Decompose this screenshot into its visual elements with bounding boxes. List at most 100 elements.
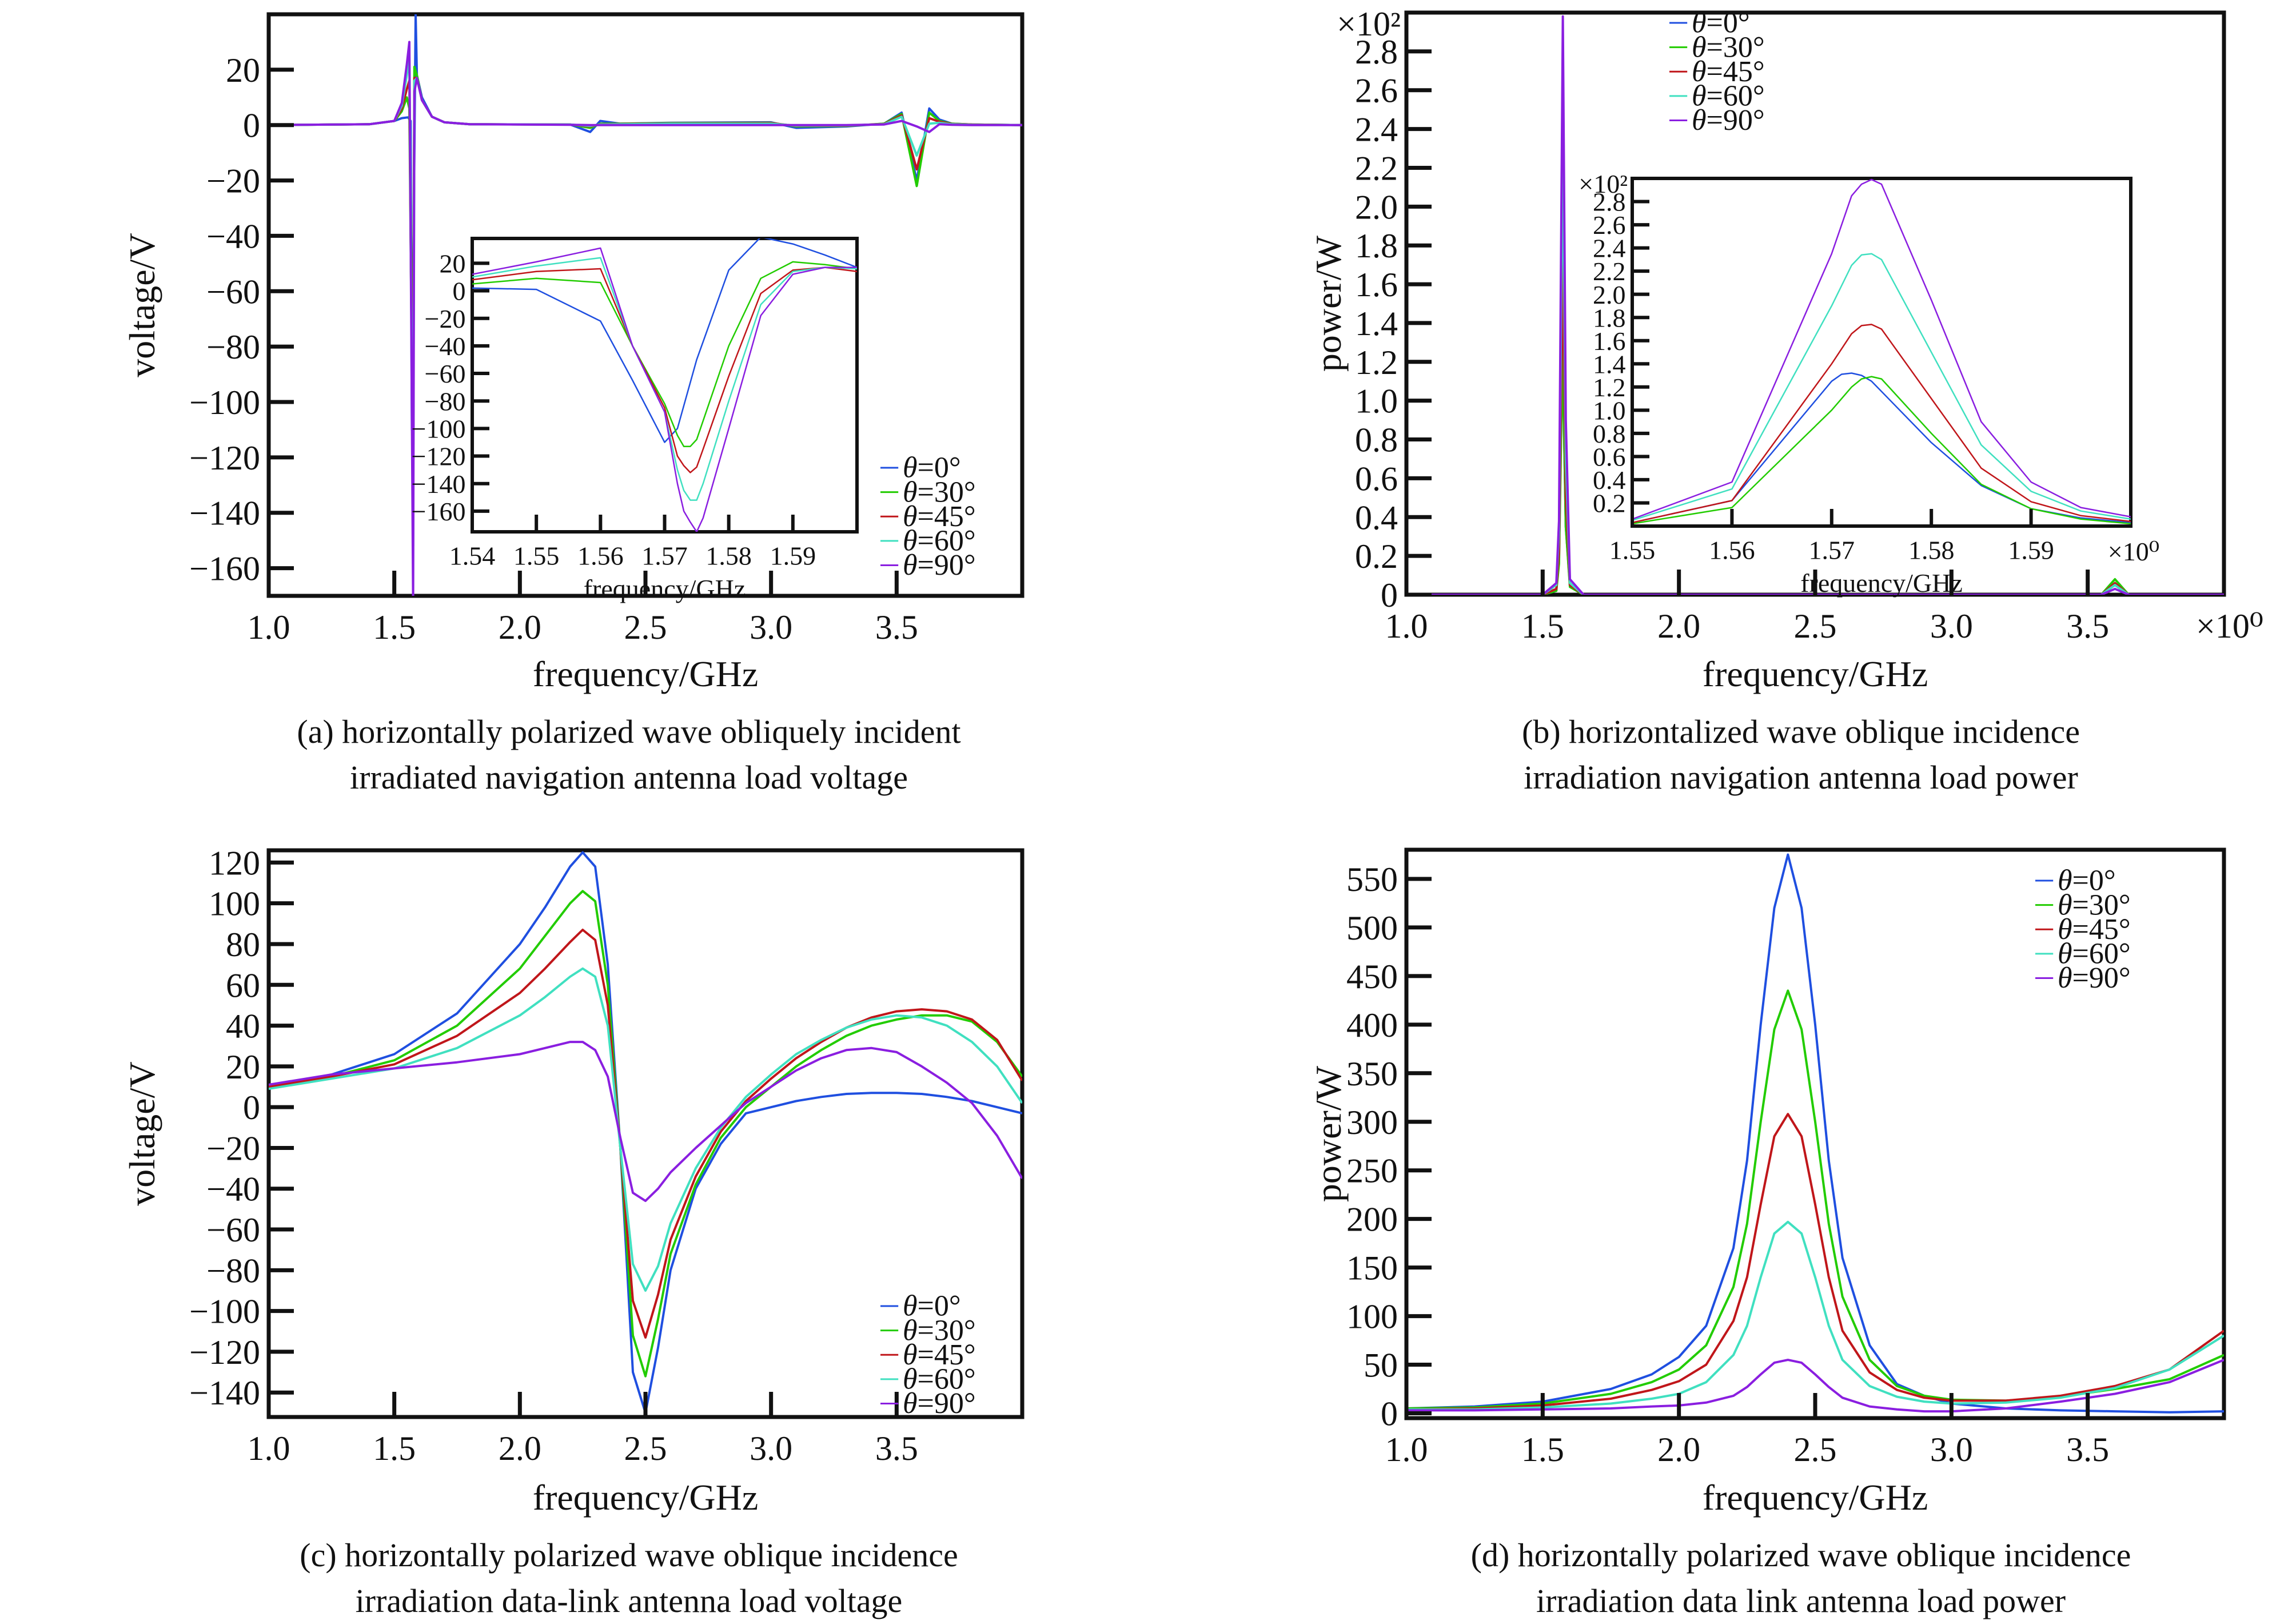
chart-c-datalink-voltage: 1.0 1.5 2.0 2.5 3.0 3.5120100806040200−20−40−…	[122, 844, 1025, 1518]
chart-b-inset-y-tick-label: 0.6	[1593, 443, 1626, 472]
chart-b-inset-y-tick-label: 2.0	[1593, 280, 1626, 309]
chart-b-y-tick-label: 1.0	[1355, 383, 1398, 420]
chart-c-x-tick-label: 2.5	[624, 1430, 667, 1467]
chart-c-series-line-90deg	[269, 1041, 1022, 1203]
chart-b-series-group	[1406, 15, 2224, 595]
chart-b-x-tick-label: 2.5	[1794, 607, 1837, 645]
caption-a: (a) horizontally polarized wave obliquel…	[114, 709, 1143, 801]
chart-c-plot-frame	[266, 848, 1025, 1419]
chart-c-legend-label: θ=90°	[903, 1387, 976, 1420]
chart-a-inset-x-axis-label: frequency/GHz	[584, 574, 746, 603]
caption-d-line2: irradiation data link antenna load power	[1536, 1582, 2066, 1619]
chart-a-inset-y-tick-label: −20	[425, 304, 466, 333]
chart-b-x-tick-label: 1.5	[1521, 607, 1564, 645]
chart-a-inset-series-line-90deg	[472, 247, 857, 532]
chart-b-inset-y-tick-label: 2.2	[1593, 257, 1626, 286]
chart-b-inset-y-tick-label: 1.0	[1593, 396, 1626, 425]
chart-c-y-tick-label: 120	[209, 844, 260, 882]
chart-a-x-axis-label: frequency/GHz	[533, 654, 758, 694]
chart-a-y-tick-label: −20	[206, 162, 260, 200]
chart-a-x-tick-label: 2.0	[499, 608, 541, 646]
chart-b-inset-y-tick-label: 0.4	[1593, 465, 1626, 495]
chart-d-x-tick-label: 2.0	[1657, 1431, 1700, 1468]
chart-b-legend-label: θ=0°	[1692, 7, 1750, 39]
chart-a-y-tick-label: −60	[206, 273, 260, 311]
chart-c-y-tick-label: −100	[189, 1293, 260, 1331]
chart-a-inset-series-line-30deg	[472, 261, 857, 447]
chart-c-x-tick-label: 2.0	[499, 1430, 541, 1467]
chart-b-x-tick-label: 1.0	[1385, 607, 1428, 645]
chart-b-inset-y-multiplier: ×10²	[1579, 169, 1628, 198]
caption-b: (b) horizontalized wave oblique incidenc…	[1286, 709, 2296, 801]
caption-d-line1: (d) horizontally polarized wave oblique …	[1470, 1537, 2131, 1574]
chart-d-series-line-90deg	[1406, 1359, 2224, 1413]
chart-a-inset-y-tick-label: −80	[425, 387, 466, 416]
chart-b-inset-x-tick-label: 1.57	[1809, 536, 1855, 565]
chart-b-x-tick-label: 2.0	[1657, 607, 1700, 645]
chart-d-series-line-45deg	[1406, 1113, 2224, 1411]
chart-c-y-tick-label: −120	[189, 1334, 260, 1371]
chart-b-inset-y-tick-label: 1.8	[1593, 303, 1626, 332]
chart-b-x-tick-label: 3.0	[1930, 607, 1973, 645]
chart-b-inset-y-tick-label: 0.2	[1593, 489, 1626, 518]
chart-b-inset-x-axis-label: frequency/GHz	[1800, 568, 1963, 598]
chart-d-y-tick-label: 150	[1346, 1249, 1398, 1287]
chart-b-y-tick-label: 2.6	[1355, 72, 1398, 110]
chart-a-navigation-voltage: 1.0 1.5 2.0 2.5 3.0 3.5200−20−40−60−80−100−12…	[122, 12, 1025, 694]
caption-a-line2: irradiated navigation antenna load volta…	[350, 759, 908, 796]
chart-c-series-line-45deg	[269, 929, 1022, 1339]
chart-a-legend-label: θ=30°	[903, 476, 976, 508]
caption-b-line2: irradiation navigation antenna load powe…	[1524, 759, 2078, 796]
chart-b-y-tick-label: 0.6	[1355, 460, 1398, 497]
chart-b-x-axis-label: frequency/GHz	[1703, 654, 1928, 694]
chart-c-x-tick-label: 3.0	[750, 1430, 792, 1467]
chart-b-legend-label: θ=30°	[1692, 31, 1765, 63]
chart-a-inset-x-tick-label: 1.54	[449, 542, 496, 571]
chart-c-y-tick-label: −80	[206, 1252, 260, 1289]
chart-b-inset: 1.55 1.56 1.57 1.58 1.590.20.40.60.81.01.21.…	[1579, 169, 2159, 598]
chart-d-series-group	[1406, 853, 2224, 1414]
chart-d-y-tick-label: 500	[1346, 909, 1398, 947]
chart-b-inset-y-tick-label: 1.6	[1593, 327, 1626, 356]
chart-c-y-tick-label: −60	[206, 1211, 260, 1249]
chart-c-y-tick-label: 80	[226, 926, 260, 964]
chart-b-y-axis-label: power/W	[1308, 235, 1349, 372]
chart-b-navigation-power: 1.0 1.5 2.0 2.5 3.0 3.500.20.40.60.81.01.21.4…	[1308, 5, 2263, 694]
chart-d-x-tick-label: 1.0	[1385, 1431, 1428, 1468]
caption-d: (d) horizontally polarized wave oblique …	[1286, 1533, 2296, 1624]
chart-b-y-multiplier: ×10²	[1337, 5, 1401, 43]
chart-b-y-tick-label: 0	[1381, 576, 1398, 614]
chart-a-inset-x-tick-label: 1.59	[770, 542, 816, 571]
chart-b-inset-series-line-60deg	[1632, 253, 2131, 522]
chart-d-y-tick-label: 200	[1346, 1201, 1398, 1239]
chart-b-y-tick-label: 2.8	[1355, 33, 1398, 71]
chart-a-inset-x-tick-label: 1.57	[641, 542, 688, 571]
chart-c-series-line-60deg	[269, 967, 1022, 1292]
chart-b-inset-x-tick-label: 1.58	[1908, 536, 1955, 565]
chart-b-y-tick-label: 1.2	[1355, 344, 1398, 381]
chart-b-y-tick-label: 2.4	[1355, 111, 1398, 149]
chart-c-y-axis-label: voltage/V	[122, 1061, 162, 1205]
chart-c-legend-label: θ=60°	[903, 1363, 976, 1396]
chart-c-y-tick-label: 0	[243, 1089, 260, 1127]
chart-a-inset-y-tick-label: −120	[412, 442, 466, 471]
chart-b-inset-x-tick-label: 1.59	[2008, 536, 2054, 565]
chart-c-series-line-0deg	[269, 851, 1022, 1414]
chart-b-inset-y-tick-label: 0.8	[1593, 419, 1626, 448]
chart-b-inset-series-line-30deg	[1632, 376, 2131, 525]
chart-a-y-tick-label: −80	[206, 328, 260, 366]
chart-b-y-tick-label: 0.4	[1355, 499, 1398, 536]
chart-b-legend-label: θ=60°	[1692, 80, 1765, 113]
chart-c-y-tick-label: 20	[226, 1048, 260, 1086]
chart-a-legend-label: θ=0°	[903, 452, 961, 484]
chart-b-inset-series-line-45deg	[1632, 324, 2131, 524]
chart-a-y-tick-label: −40	[206, 217, 260, 255]
chart-b-inset-y-tick-label: 1.2	[1593, 373, 1626, 402]
chart-b-inset-series-line-90deg	[1632, 178, 2131, 520]
caption-c-line2: irradiation data-link antenna load volta…	[355, 1582, 903, 1619]
chart-a-legend-label: θ=90°	[903, 549, 976, 582]
chart-d-legend-label: θ=90°	[2058, 962, 2131, 994]
chart-a-inset-series-line-60deg	[472, 257, 857, 501]
chart-b-inset-series-group	[1632, 178, 2131, 525]
